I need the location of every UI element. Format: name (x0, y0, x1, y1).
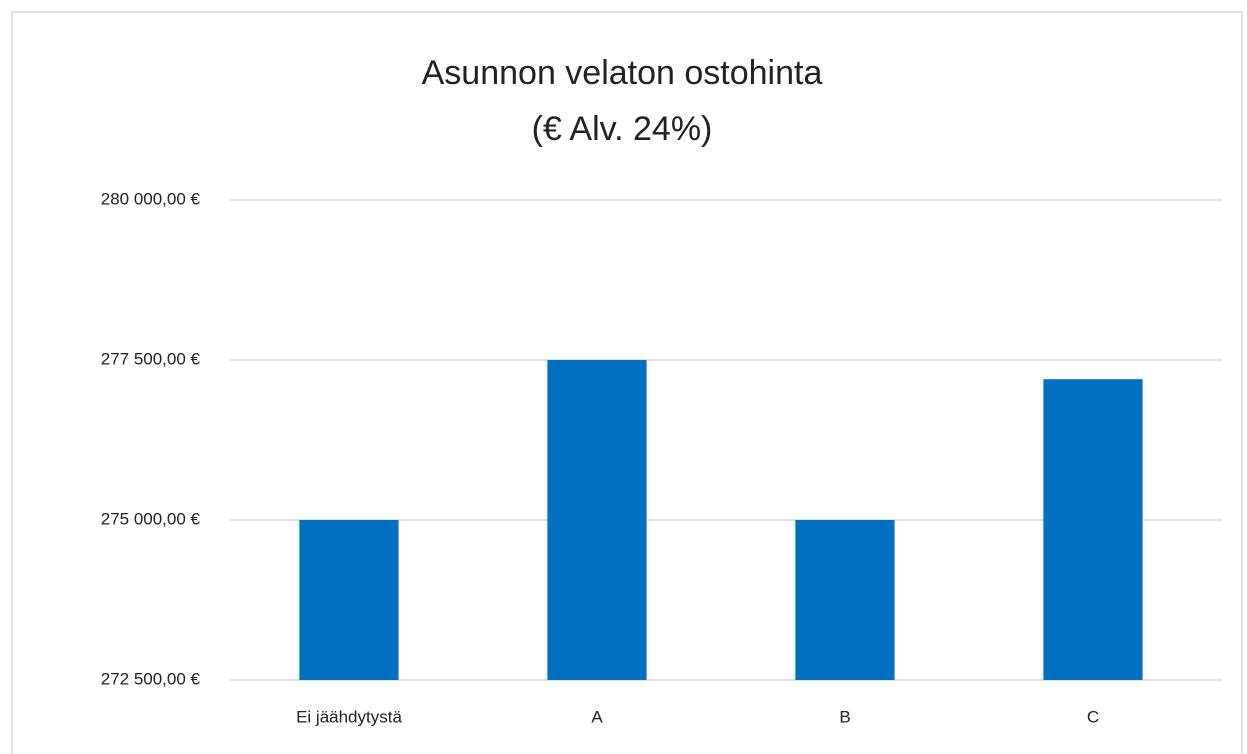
x-tick-label: A (591, 707, 603, 726)
chart-title: Asunnon velaton ostohinta (422, 54, 823, 92)
bar (547, 360, 647, 680)
bar (299, 520, 399, 680)
x-tick-label: C (1087, 707, 1099, 726)
y-tick-label: 277 500,00 € (101, 349, 201, 368)
y-tick-label: 272 500,00 € (101, 669, 201, 688)
chart-subtitle: (€ Alv. 24%) (532, 110, 713, 148)
bar (795, 520, 895, 680)
x-tick-label: B (839, 707, 850, 726)
chart-border (11, 11, 1243, 754)
x-tick-label: Ei jäähdytystä (296, 707, 402, 726)
y-tick-label: 280 000,00 € (101, 189, 201, 208)
bar (1043, 379, 1143, 680)
y-tick-label: 275 000,00 € (101, 509, 201, 528)
